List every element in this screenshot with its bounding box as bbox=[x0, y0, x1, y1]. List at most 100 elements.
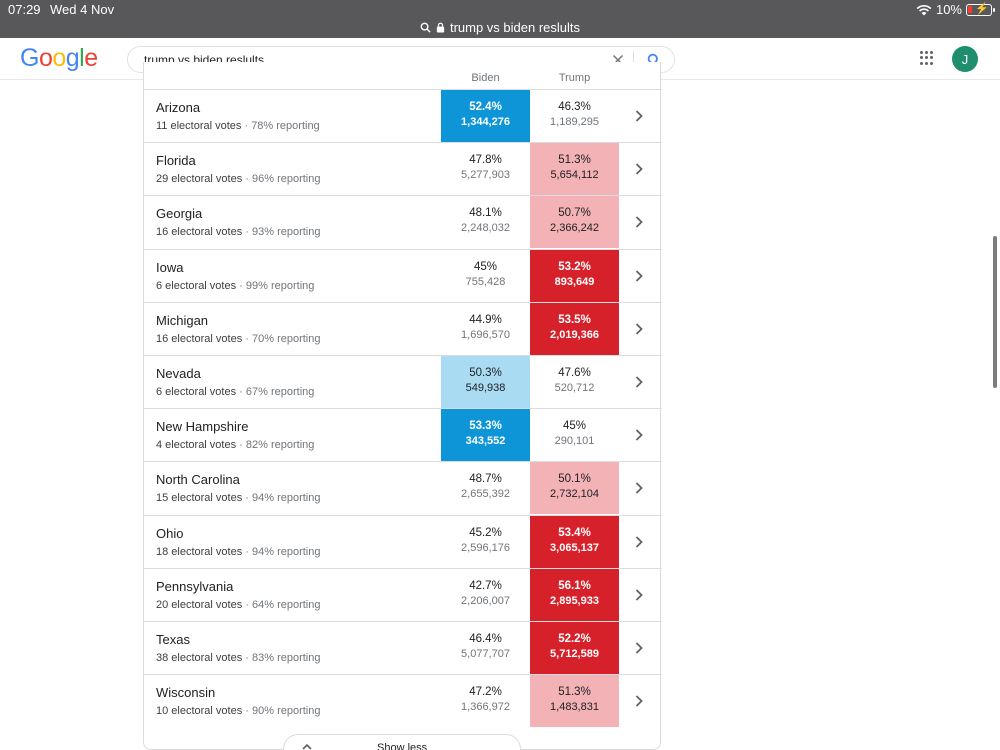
chevron-right-icon[interactable] bbox=[634, 109, 644, 123]
reporting-status: 96% reporting bbox=[252, 173, 321, 186]
trump-votes: 5,654,112 bbox=[550, 169, 599, 182]
biden-votes: 2,206,007 bbox=[461, 594, 510, 607]
chevron-right-icon[interactable] bbox=[634, 162, 644, 176]
electoral-votes: 18 electoral votes bbox=[156, 545, 243, 558]
lock-icon bbox=[436, 22, 445, 33]
biden-percent: 50.3% bbox=[469, 366, 502, 379]
electoral-votes: 10 electoral votes bbox=[156, 705, 243, 718]
biden-result-cell: 48.1% 2,248,032 bbox=[441, 196, 530, 248]
state-row[interactable]: North Carolina 15 electoral votes · 94% … bbox=[144, 461, 662, 515]
electoral-votes: 16 electoral votes bbox=[156, 226, 243, 239]
state-row[interactable]: Wisconsin 10 electoral votes · 90% repor… bbox=[144, 674, 662, 728]
state-row[interactable]: Pennsylvania 20 electoral votes · 64% re… bbox=[144, 567, 662, 621]
chevron-right-icon[interactable] bbox=[634, 215, 644, 229]
trump-result-cell: 46.3% 1,189,295 bbox=[530, 90, 619, 142]
page-scrollbar[interactable] bbox=[993, 236, 997, 388]
chevron-right-icon[interactable] bbox=[634, 428, 644, 442]
biden-votes: 1,344,276 bbox=[461, 116, 510, 128]
trump-votes: 5,712,589 bbox=[550, 647, 599, 660]
address-text: trump vs biden reslults bbox=[449, 19, 581, 35]
chevron-right-icon[interactable] bbox=[634, 375, 644, 389]
chevron-right-icon[interactable] bbox=[634, 535, 644, 549]
state-details: 10 electoral votes · 90% reporting bbox=[156, 705, 321, 718]
trump-result-cell: 50.1% 2,732,104 bbox=[530, 462, 619, 515]
trump-votes: 290,101 bbox=[554, 435, 595, 448]
chevron-up-icon bbox=[302, 743, 312, 750]
state-name: Pennsylvania bbox=[156, 578, 234, 594]
state-row[interactable]: Arizona 11 electoral votes · 78% reporti… bbox=[144, 89, 662, 142]
election-results-card: Biden Trump Arizona 11 electoral votes ·… bbox=[143, 62, 662, 750]
chevron-right-icon[interactable] bbox=[634, 322, 644, 336]
trump-percent: 53.4% bbox=[558, 526, 591, 539]
electoral-votes: 11 electoral votes bbox=[156, 120, 242, 132]
state-row[interactable]: Florida 29 electoral votes · 96% reporti… bbox=[144, 142, 662, 196]
google-logo[interactable]: Google bbox=[20, 44, 98, 72]
state-name: Texas bbox=[156, 631, 190, 647]
apps-grid-icon[interactable] bbox=[920, 51, 934, 65]
address-bar[interactable]: trump vs biden reslults bbox=[0, 17, 1000, 37]
state-row[interactable]: Ohio 18 electoral votes · 94% reporting … bbox=[144, 514, 662, 568]
biden-result-cell: 48.7% 2,655,392 bbox=[441, 462, 530, 514]
state-details: 18 electoral votes · 94% reporting bbox=[156, 545, 321, 558]
state-row[interactable]: New Hampshire 4 electoral votes · 82% re… bbox=[144, 408, 662, 462]
trump-votes: 520,712 bbox=[554, 381, 595, 394]
biden-result-cell: 50.3% 549,938 bbox=[441, 355, 530, 408]
biden-result-cell: 44.9% 1,696,570 bbox=[441, 303, 530, 355]
biden-result-cell: 53.3% 343,552 bbox=[441, 409, 530, 462]
trump-result-cell: 53.5% 2,019,366 bbox=[530, 302, 619, 355]
chevron-right-icon[interactable] bbox=[634, 694, 644, 708]
status-indicators: 10% ⚡ bbox=[916, 2, 995, 17]
status-bar: 07:29 Wed 4 Nov 10% ⚡ trump vs biden res… bbox=[0, 0, 1000, 38]
chevron-right-icon[interactable] bbox=[634, 588, 644, 602]
biden-percent: 52.4% bbox=[469, 101, 502, 113]
battery-percent: 10% bbox=[935, 2, 962, 17]
trump-percent: 50.7% bbox=[558, 207, 591, 220]
biden-result-cell: 47.8% 5,277,903 bbox=[441, 143, 530, 195]
electoral-votes: 6 electoral votes bbox=[156, 385, 237, 398]
electoral-votes: 15 electoral votes bbox=[156, 492, 243, 505]
battery-icon: ⚡ bbox=[966, 3, 995, 16]
state-name: Ohio bbox=[156, 525, 184, 541]
reporting-status: 90% reporting bbox=[252, 705, 321, 718]
reporting-status: 64% reporting bbox=[252, 598, 321, 611]
state-row[interactable]: Georgia 16 electoral votes · 93% reporti… bbox=[144, 195, 662, 249]
show-less-button[interactable]: Show less bbox=[283, 734, 521, 750]
avatar[interactable]: J bbox=[952, 46, 978, 72]
column-headers: Biden Trump bbox=[144, 72, 662, 88]
biden-percent: 47.8% bbox=[469, 154, 502, 167]
trump-column-header: Trump bbox=[558, 72, 591, 84]
state-row[interactable]: Iowa 6 electoral votes · 99% reporting 4… bbox=[144, 248, 662, 302]
electoral-votes: 20 electoral votes bbox=[156, 598, 243, 611]
electoral-votes: 4 electoral votes bbox=[156, 439, 237, 452]
chevron-right-icon[interactable] bbox=[634, 481, 644, 495]
chevron-right-icon[interactable] bbox=[634, 269, 644, 283]
trump-result-cell: 52.2% 5,712,589 bbox=[530, 621, 619, 674]
state-row[interactable]: Nevada 6 electoral votes · 67% reporting… bbox=[144, 354, 662, 408]
state-name: Iowa bbox=[156, 259, 184, 275]
biden-votes: 2,596,176 bbox=[461, 541, 510, 554]
trump-percent: 50.1% bbox=[558, 473, 591, 486]
biden-percent: 44.9% bbox=[469, 313, 502, 326]
state-results-list: Arizona 11 electoral votes · 78% reporti… bbox=[144, 89, 662, 728]
reporting-status: 82% reporting bbox=[245, 439, 315, 452]
electoral-votes: 6 electoral votes bbox=[156, 279, 237, 292]
biden-percent: 48.7% bbox=[469, 473, 502, 486]
trump-percent: 47.6% bbox=[558, 366, 591, 379]
show-less-label: Show less bbox=[377, 742, 428, 750]
biden-votes: 1,696,570 bbox=[461, 328, 510, 341]
search-icon bbox=[420, 22, 431, 33]
biden-percent: 47.2% bbox=[469, 686, 502, 699]
biden-votes: 2,248,032 bbox=[461, 222, 510, 235]
trump-percent: 51.3% bbox=[558, 154, 591, 167]
chevron-right-icon[interactable] bbox=[634, 641, 644, 655]
biden-result-cell: 42.7% 2,206,007 bbox=[441, 569, 530, 621]
trump-percent: 56.1% bbox=[558, 579, 591, 592]
state-name: Wisconsin bbox=[156, 685, 216, 701]
state-row[interactable]: Michigan 16 electoral votes · 70% report… bbox=[144, 301, 662, 355]
state-details: 38 electoral votes · 83% reporting bbox=[156, 651, 321, 664]
state-row[interactable]: Texas 38 electoral votes · 83% reporting… bbox=[144, 620, 662, 674]
state-name: North Carolina bbox=[156, 472, 240, 488]
state-name: Michigan bbox=[156, 312, 209, 328]
trump-votes: 1,189,295 bbox=[550, 116, 599, 128]
trump-votes: 1,483,831 bbox=[550, 701, 599, 714]
